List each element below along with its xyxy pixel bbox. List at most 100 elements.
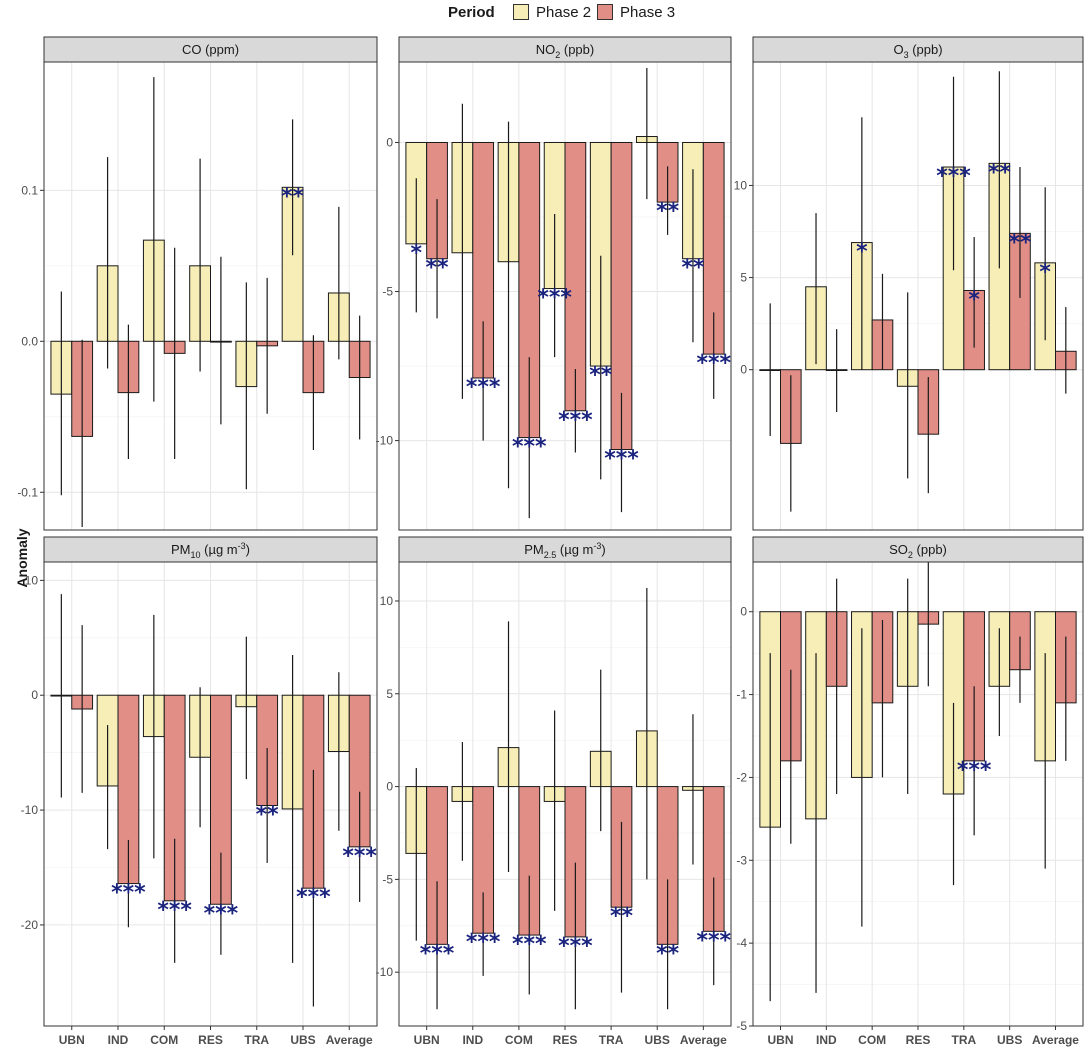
x-tick-label: RES xyxy=(906,1033,931,1047)
panel-0: CO (ppm) -0.1 0.0 0.1 ** xyxy=(17,36,378,531)
panel-strip xyxy=(398,536,732,563)
y-tick-label: 0.0 xyxy=(21,334,38,348)
x-tick-label: COM xyxy=(858,1033,886,1047)
panel-strip xyxy=(752,536,1084,563)
panel-strip xyxy=(43,536,378,563)
y-tick-label: 0 xyxy=(386,780,393,794)
panel-strip xyxy=(43,36,378,63)
significance-stars: ** xyxy=(681,256,705,281)
y-tick-label: -1 xyxy=(736,688,747,702)
significance-stars: *** xyxy=(512,932,547,957)
panel-border xyxy=(43,61,378,531)
legend-label-phase-3: Phase 3 xyxy=(620,4,676,21)
y-tick-label: 10 xyxy=(734,178,748,192)
significance-stars: * xyxy=(856,240,868,265)
y-tick-label: 0 xyxy=(740,605,747,619)
legend-swatch-phase-3 xyxy=(597,4,613,20)
panel-title: PM2.5 (µg m-3) xyxy=(524,541,605,560)
significance-stars: *** xyxy=(537,286,572,311)
x-tick-label: TRA xyxy=(951,1033,976,1047)
y-tick-label: -4 xyxy=(736,936,747,950)
significance-stars: ** xyxy=(610,904,634,929)
y-tick-label: 10 xyxy=(25,573,39,587)
significance-stars: * xyxy=(411,241,423,266)
significance-stars: ** xyxy=(656,199,680,224)
y-tick-label: 0.1 xyxy=(21,183,38,197)
significance-stars: ** xyxy=(426,256,450,281)
panel-title: NO2 (ppb) xyxy=(536,42,594,60)
y-tick-label: 10 xyxy=(380,594,394,608)
x-tick-label: UBN xyxy=(414,1033,440,1047)
significance-stars: *** xyxy=(936,164,971,189)
y-tick-label: -10 xyxy=(376,965,394,979)
significance-stars: ** xyxy=(281,184,305,209)
significance-stars: *** xyxy=(604,447,639,472)
x-tick-label: UBN xyxy=(768,1033,794,1047)
y-tick-label: 5 xyxy=(740,271,747,285)
significance-stars: *** xyxy=(111,881,146,906)
y-tick-label: -5 xyxy=(382,872,393,886)
legend: Period Phase 2 Phase 3 xyxy=(0,0,1084,28)
significance-stars: ** xyxy=(656,941,680,966)
y-tick-label: -5 xyxy=(736,1019,747,1033)
significance-stars: *** xyxy=(296,885,331,910)
significance-stars: *** xyxy=(558,408,593,433)
panel-title: O3 (ppb) xyxy=(893,42,942,60)
significance-stars: ** xyxy=(988,160,1012,185)
x-tick-label: TRA xyxy=(244,1033,269,1047)
x-tick-label: RES xyxy=(198,1033,223,1047)
significance-stars: *** xyxy=(157,898,192,923)
panel-1: NO2 (ppb)-10-50*************************… xyxy=(376,36,732,531)
y-tick-label: -3 xyxy=(736,853,747,867)
x-tick-label: TRA xyxy=(599,1033,624,1047)
significance-stars: * xyxy=(968,287,980,312)
significance-stars: *** xyxy=(696,351,731,376)
significance-stars: * xyxy=(1039,260,1051,285)
y-tick-label: 0 xyxy=(386,135,393,149)
x-tick-label: UBS xyxy=(290,1033,315,1047)
significance-stars: *** xyxy=(204,901,239,926)
y-tick-label: -10 xyxy=(21,803,39,817)
x-tick-label: IND xyxy=(816,1033,837,1047)
significance-stars: ** xyxy=(256,802,280,827)
panel-title: SO2 (ppb) xyxy=(889,542,947,560)
x-tick-label: IND xyxy=(108,1033,129,1047)
legend-title: Period xyxy=(448,4,495,21)
y-tick-label: -5 xyxy=(382,285,393,299)
x-tick-label: UBN xyxy=(59,1033,85,1047)
x-tick-label: Average xyxy=(1032,1033,1079,1047)
panel-title: CO (ppm) xyxy=(182,42,239,57)
y-tick-label: 0 xyxy=(740,363,747,377)
significance-stars: *** xyxy=(342,844,377,869)
y-tick-label: -2 xyxy=(736,770,747,784)
significance-stars: *** xyxy=(512,435,547,460)
significance-stars: *** xyxy=(696,928,731,953)
x-tick-label: UBS xyxy=(645,1033,670,1047)
x-tick-label: Average xyxy=(680,1033,727,1047)
x-tick-label: COM xyxy=(150,1033,178,1047)
panel-strip xyxy=(398,36,732,63)
panel-title: PM10 (µg m-3) xyxy=(171,541,250,560)
panel-border xyxy=(752,61,1084,531)
significance-stars: *** xyxy=(466,930,501,955)
significance-stars: ** xyxy=(589,363,613,388)
y-tick-label: 5 xyxy=(386,687,393,701)
significance-stars: *** xyxy=(420,941,455,966)
x-tick-label: Average xyxy=(326,1033,373,1047)
y-tick-label: -10 xyxy=(376,434,394,448)
y-tick-label: 0 xyxy=(31,688,38,702)
significance-stars: *** xyxy=(558,934,593,959)
panel-border xyxy=(398,61,732,531)
y-tick-label: -20 xyxy=(21,918,39,932)
significance-stars: ** xyxy=(1008,230,1032,255)
x-tick-label: RES xyxy=(553,1033,578,1047)
panel-5: SO2 (ppb) -5 -4 -3 -2 -1 0 *** UBN IND COM RES TRA UB… xyxy=(736,536,1084,1047)
significance-stars: *** xyxy=(957,758,992,783)
x-tick-label: IND xyxy=(462,1033,483,1047)
legend-swatch-phase-2 xyxy=(513,4,529,20)
x-tick-label: COM xyxy=(505,1033,533,1047)
